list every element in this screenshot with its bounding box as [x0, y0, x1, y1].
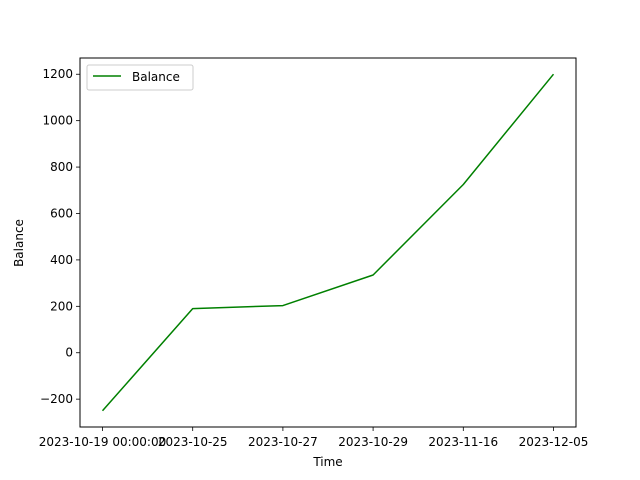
y-tick-label: 1200 — [42, 67, 73, 81]
plot-area — [80, 58, 576, 427]
x-tick-label: 2023-10-25 — [158, 435, 228, 449]
series-lines — [101, 73, 555, 412]
y-tick-label: 1000 — [42, 114, 73, 128]
y-tick-label: 0 — [65, 346, 73, 360]
y-axis-ticks: −200 0 200 400 600 800 1000 1200 — [40, 67, 80, 406]
x-tick-label: 2023-10-29 — [338, 435, 408, 449]
y-tick-label: 600 — [50, 206, 73, 220]
legend-label-balance: Balance — [132, 70, 180, 84]
x-tick-label: 2023-11-16 — [428, 435, 498, 449]
plot-frame — [79, 57, 577, 428]
x-axis-label: Time — [312, 455, 342, 469]
y-tick-label: 400 — [50, 253, 73, 267]
x-tick-label: 2023-12-05 — [519, 435, 589, 449]
series-line-balance — [101, 73, 555, 412]
legend-box — [86, 64, 194, 91]
y-axis-label: Balance — [12, 219, 26, 267]
x-tick-label: 2023-10-19 00:00:00 — [39, 435, 166, 449]
x-tick-label: 2023-10-27 — [248, 435, 318, 449]
y-tick-label: 800 — [50, 160, 73, 174]
y-tick-label: 200 — [50, 299, 73, 313]
y-tick-label: −200 — [40, 392, 73, 406]
legend: Balance — [86, 64, 194, 91]
